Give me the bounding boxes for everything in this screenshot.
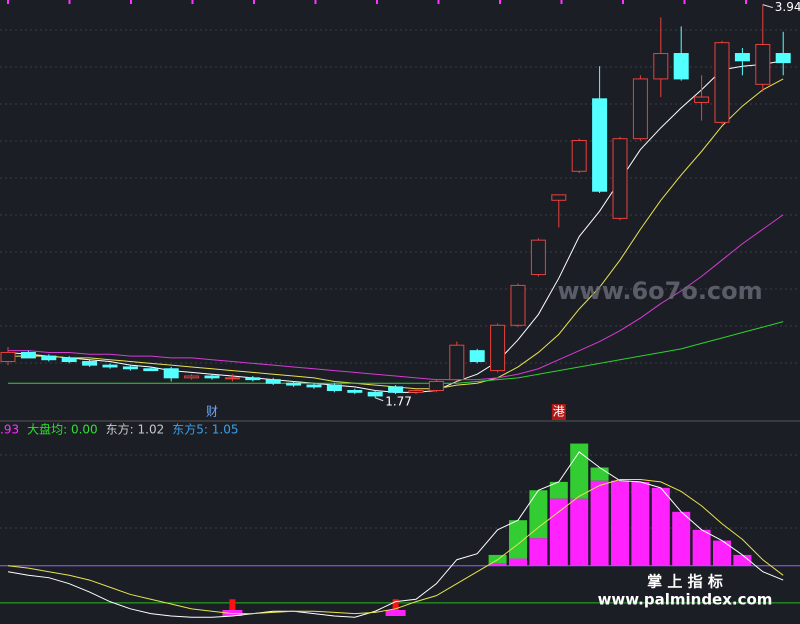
candle-body — [510, 284, 526, 326]
max-arrow — [762, 4, 773, 9]
candle-body — [163, 368, 179, 379]
candle-body — [143, 368, 159, 372]
candle-body — [0, 351, 16, 363]
moving-average-line — [8, 214, 784, 381]
moving-average-line — [8, 321, 784, 384]
candle-body — [224, 377, 240, 380]
legend-entry: .93 — [0, 423, 19, 437]
signal-base — [385, 610, 406, 616]
indicator-bar — [570, 498, 589, 566]
candle-body — [408, 390, 424, 393]
candle-body — [653, 53, 669, 80]
indicator-bar — [549, 481, 568, 499]
event-label: 财 — [206, 405, 218, 419]
min-label: 1.77 — [385, 394, 412, 408]
candle-body — [469, 350, 485, 363]
candle-body — [41, 355, 57, 361]
candle-body — [184, 375, 200, 379]
candle-body — [694, 96, 710, 103]
candle-body — [755, 43, 771, 85]
candle-body — [673, 53, 689, 80]
candle-body — [714, 42, 730, 123]
candle-body — [612, 138, 628, 219]
indicator-bar — [733, 554, 752, 566]
signal-bar — [229, 599, 236, 614]
watermark-site: www.palmindex.com — [598, 591, 773, 609]
indicator-line — [7, 478, 784, 615]
candle-body — [265, 379, 281, 384]
indicator-line — [7, 451, 784, 618]
min-arrow — [375, 397, 384, 402]
candle-body — [326, 384, 342, 392]
indicator-bar — [529, 490, 548, 539]
candle-body — [367, 391, 383, 397]
candle-body — [530, 239, 546, 276]
indicator-bar — [570, 443, 589, 499]
indicator-bar — [672, 511, 691, 566]
moving-average-line — [7, 60, 784, 393]
candle-body — [204, 375, 220, 379]
candle-body — [592, 98, 608, 192]
candle-body — [571, 139, 587, 172]
indicator-bar — [488, 563, 507, 566]
candle-body — [734, 53, 750, 62]
candle-body — [388, 386, 404, 393]
indicator-bar — [549, 498, 568, 566]
candle-body — [490, 324, 506, 372]
legend-entry: 东方: 1.02 — [106, 422, 165, 437]
candle-body — [775, 53, 791, 64]
indicator-bar — [713, 540, 731, 566]
indicator-bar — [692, 529, 711, 566]
candle-body — [61, 357, 77, 363]
indicator-bar — [631, 481, 650, 566]
event-badge — [551, 404, 566, 420]
candle-body — [286, 382, 302, 386]
signal-base — [222, 610, 243, 616]
candle-body — [20, 351, 36, 359]
candle-body — [632, 78, 648, 140]
legend-entry: 大盘均: 0.00 — [27, 422, 98, 437]
moving-average-line — [8, 78, 784, 390]
candle-body — [82, 361, 98, 366]
candle-body — [449, 344, 465, 381]
indicator-bar — [509, 558, 527, 566]
indicator-bar — [590, 467, 609, 481]
indicator-bar — [529, 538, 548, 566]
indicator-bar — [509, 520, 527, 559]
max-label: 3.94 — [775, 0, 800, 14]
candle-body — [428, 380, 444, 392]
legend-entry: 东方5: 1.05 — [172, 422, 238, 437]
candle-body — [551, 194, 567, 201]
candle-body — [306, 384, 322, 388]
event-label: 港 — [553, 405, 565, 419]
watermark: www.6o7o.com — [557, 277, 762, 305]
indicator-bar — [651, 487, 670, 566]
candle-body — [347, 390, 363, 393]
candle-body — [102, 364, 118, 368]
indicator-bar — [590, 480, 609, 566]
candle-body — [122, 366, 138, 370]
signal-bar — [392, 599, 399, 614]
watermark-brand: 掌 上 指 标 — [647, 573, 723, 591]
candle-body — [245, 377, 261, 381]
indicator-bar — [611, 480, 629, 566]
